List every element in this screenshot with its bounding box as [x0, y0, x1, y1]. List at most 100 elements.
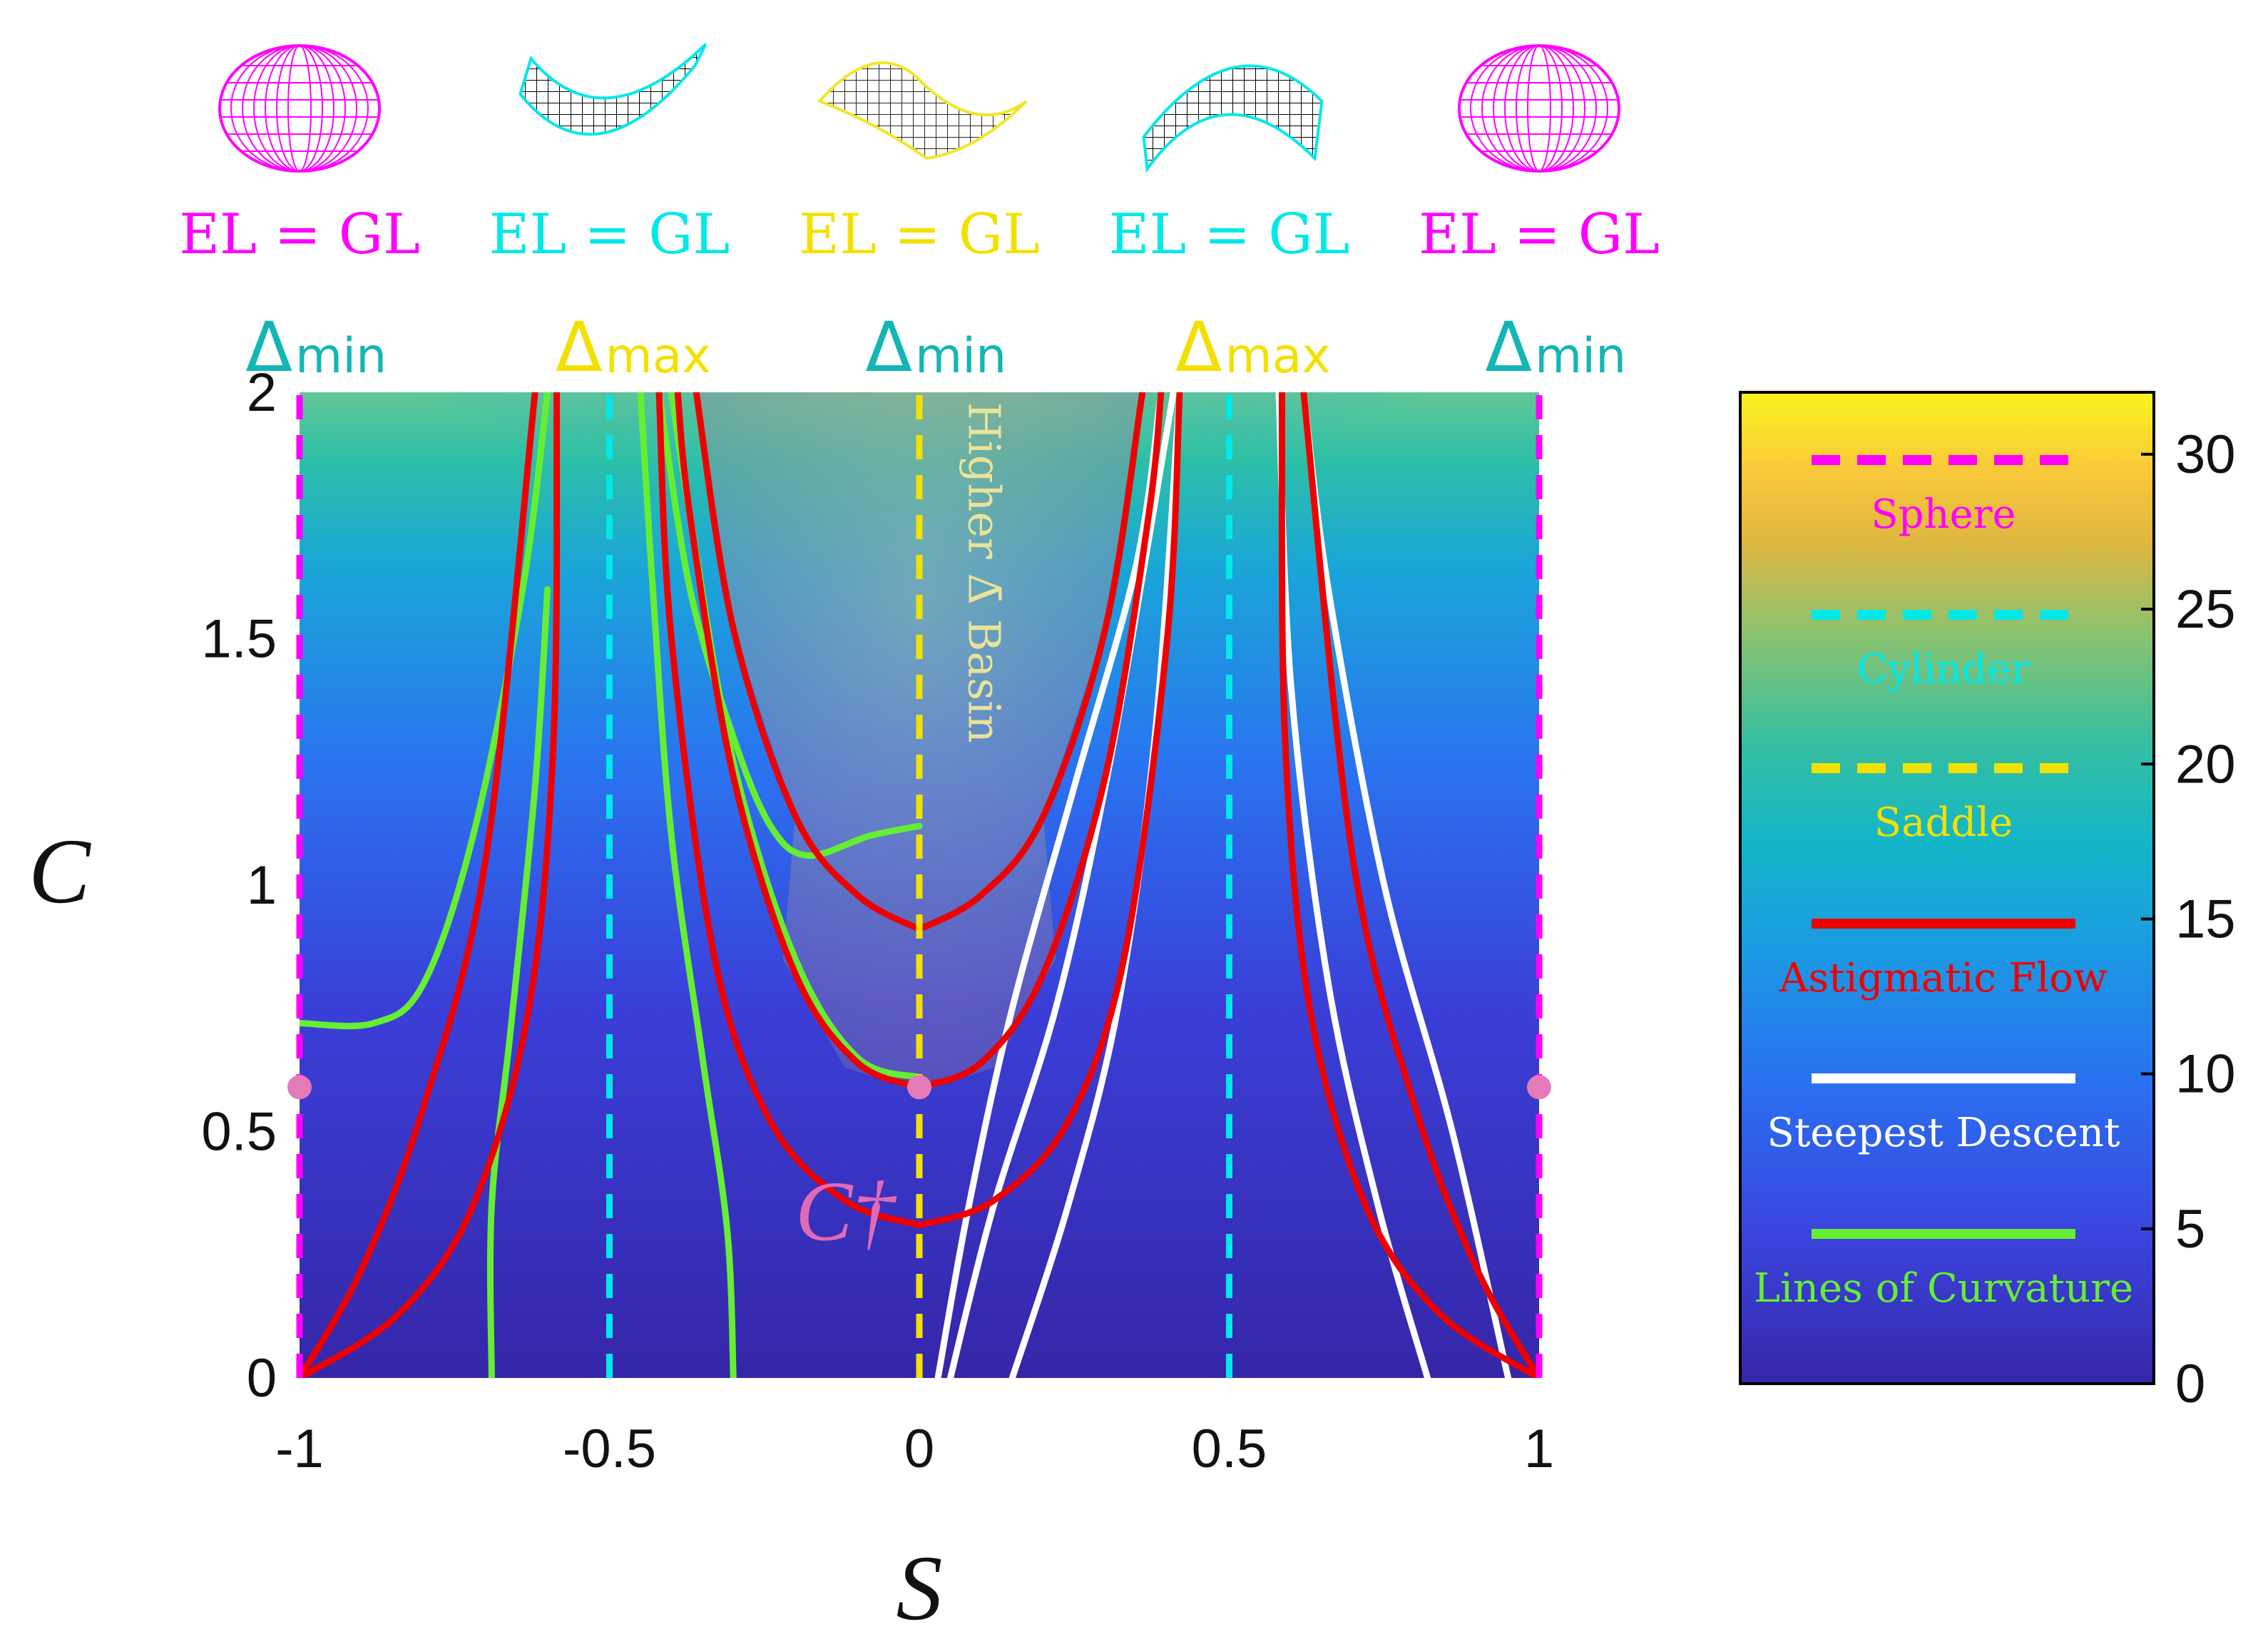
legend-label: Saddle [1874, 800, 2013, 846]
shape-equation-label: EL = GL [489, 203, 730, 267]
colorbar-ticks: 0 5 10 15 20 25 30 [2141, 424, 2236, 1414]
astigmatic-flow-curve-4 [674, 392, 923, 1091]
sphere-meridian [1504, 45, 1574, 172]
delta-symbol: Δ [1485, 307, 1532, 387]
sphere-meridian [230, 45, 369, 172]
shape-equation-label: EL = GL [1419, 203, 1660, 267]
astigmatic-flow-curve-5 [916, 392, 1183, 1229]
top-shape-4: EL = GL Δ max [1109, 64, 1350, 387]
steepest-descent-curve-2 [947, 392, 1177, 1378]
critical-point-3 [1527, 1075, 1551, 1100]
cylinder-mesh-icon [1142, 64, 1324, 173]
astigmatic-flow-curve-8 [300, 392, 561, 1378]
x-tick-label: 1 [1524, 1419, 1554, 1479]
sphere-mesh-icon [218, 44, 381, 173]
sphere-meridian [1527, 45, 1551, 172]
colorbar-tick-label: 15 [2175, 889, 2236, 949]
astigmatic-flow-curve-2 [693, 392, 923, 933]
lines-of-curvature-curve-3 [637, 392, 737, 1378]
astigmatic-flow-curve-6 [655, 392, 923, 1229]
delta-symbol: Δ [245, 307, 292, 387]
top-shape-2: EL = GL Δ max [489, 43, 730, 387]
sphere-meridian [1481, 45, 1597, 172]
legend-item-saddle: Saddle [1812, 763, 2075, 846]
curve-layer [300, 392, 1539, 1378]
colorbar: 0 5 10 15 20 25 30 Sphere Cylinder Saddle Astigma… [1739, 391, 2236, 1414]
x-tick-label: -1 [275, 1419, 324, 1479]
x-tick-label: 0 [904, 1419, 934, 1479]
lines-of-curvature-curve-2 [486, 586, 551, 1378]
legend: Sphere Cylinder Saddle Astigmatic Flow Steep… [1754, 455, 2133, 1312]
sphere-meridian [265, 45, 334, 172]
delta-subscript: max [606, 328, 711, 384]
astigmatic-flow-curve-1 [916, 392, 1146, 933]
sphere-meridian [287, 45, 312, 172]
delta-subscript: min [295, 328, 387, 384]
sphere-meridian [253, 45, 346, 172]
x-tick-label: 0.5 [1192, 1419, 1267, 1479]
shape-equation-label: EL = GL [179, 203, 420, 267]
critical-point-layer [287, 1075, 1551, 1100]
y-tick-label: 0 [247, 1348, 277, 1409]
delta-symbol: Δ [1175, 307, 1222, 387]
colorbar-tick-label: 25 [2175, 579, 2236, 640]
delta-symbol: Δ [556, 307, 603, 387]
astigmatic-flow-curve-3 [916, 392, 1165, 1091]
legend-item-sphere: Sphere [1812, 455, 2075, 538]
basin-label: Higher Δ̄ Basin [959, 402, 1011, 743]
legend-label: Astigmatic Flow [1779, 955, 2108, 1001]
colorbar-tick-label: 0 [2175, 1354, 2205, 1414]
colorbar-tick-label: 5 [2175, 1199, 2205, 1260]
vertical-marker-layer [296, 392, 1543, 1378]
legend-label: Steepest Descent [1767, 1110, 2120, 1156]
steepest-descent-curve-1 [934, 392, 1165, 1378]
x-axis-ticks: -1 -0.5 0 0.5 1 [275, 1419, 1554, 1479]
colorbar-tick-label: 30 [2175, 424, 2236, 485]
y-tick-label: 2 [247, 362, 277, 423]
sphere-meridian [242, 45, 357, 172]
colorbar-gradient [1739, 391, 2155, 1385]
sphere-mesh-icon [1458, 44, 1620, 173]
lines-of-curvature-curve-1 [300, 392, 551, 1030]
critical-label: C† [795, 1164, 897, 1259]
delta-symbol: Δ [865, 307, 912, 387]
x-axis-label: S [897, 1537, 943, 1640]
legend-label: Cylinder [1857, 646, 2030, 693]
y-axis-label: C [29, 820, 91, 923]
y-tick-label: 1.5 [201, 609, 277, 670]
astigmatic-flow-curve-7 [1278, 392, 1539, 1378]
higher-delta-basin-region [696, 392, 1143, 1093]
astigmatic-flow-curve-9 [1300, 392, 1539, 1378]
colorbar-tick-label: 20 [2175, 734, 2236, 795]
top-shape-3: EL = GL Δ min [799, 61, 1040, 387]
legend-item-astigmatic-flow: Astigmatic Flow [1779, 919, 2108, 1001]
legend-item-cylinder: Cylinder [1812, 610, 2075, 693]
legend-label: Sphere [1871, 491, 2016, 538]
shape-equation-label: EL = GL [799, 203, 1040, 267]
delta-subscript: max [1225, 328, 1331, 384]
sphere-meridian [1493, 45, 1585, 172]
critical-point-2 [907, 1075, 931, 1100]
delta-subscript: min [915, 328, 1006, 384]
top-shape-1: EL = GL Δ min [179, 44, 420, 387]
plot-area: Higher Δ̄ Basin C† -1 -0.5 0 0.5 1 0 0.5 1 1.5 2… [29, 362, 1554, 1640]
y-tick-label: 0.5 [201, 1102, 277, 1163]
top-shape-5: EL = GL Δ min [1419, 44, 1660, 387]
shape-equation-label: EL = GL [1109, 203, 1350, 267]
critical-point-1 [287, 1075, 312, 1100]
x-tick-label: -0.5 [563, 1419, 656, 1479]
y-tick-label: 1 [247, 855, 277, 916]
sphere-meridian [1516, 45, 1563, 172]
sphere-meridian [1470, 45, 1608, 172]
legend-item-lines-of-curvature: Lines of Curvature [1754, 1229, 2133, 1312]
y-axis-ticks: 0 0.5 1 1.5 2 [201, 362, 277, 1409]
legend-label: Lines of Curvature [1754, 1265, 2133, 1312]
astigmatic-flow-curve-10 [300, 392, 538, 1378]
colorbar-tick-label: 10 [2175, 1044, 2236, 1105]
delta-subscript: min [1535, 328, 1626, 384]
sphere-meridian [276, 45, 323, 172]
cylinder-mesh-icon [519, 43, 708, 136]
lines-of-curvature-curve-4 [655, 392, 923, 859]
